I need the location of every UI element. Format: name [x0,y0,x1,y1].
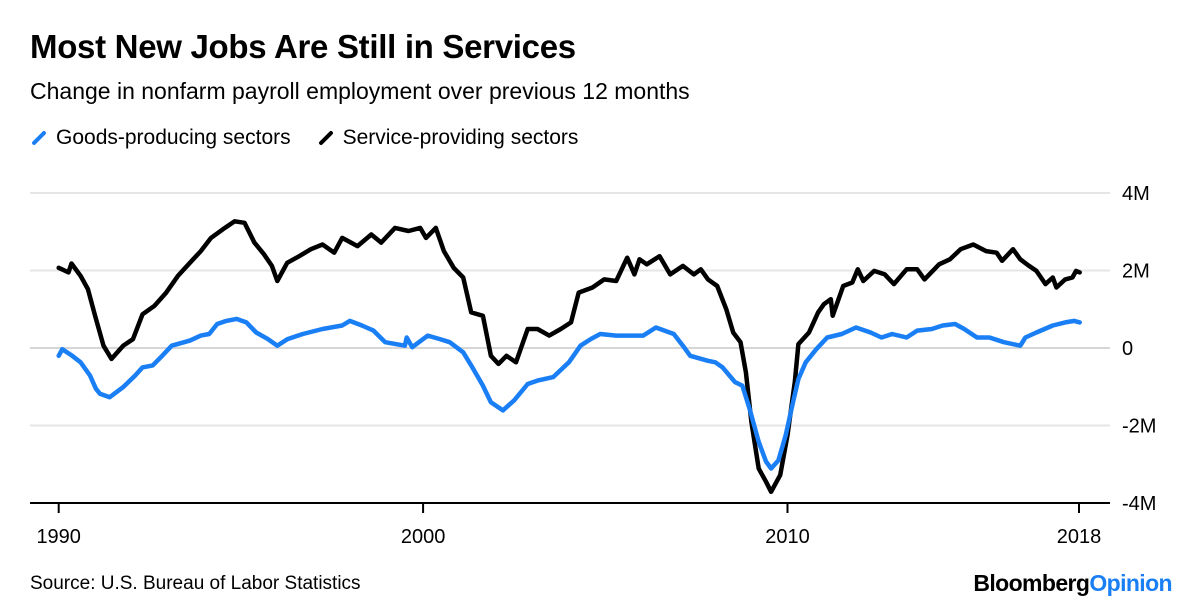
y-tick-label: 0 [1122,338,1133,360]
legend-item-goods: Goods-producing sectors [30,126,291,150]
logo-opinion: Opinion [1089,570,1172,596]
legend-label-services: Service-providing sectors [342,126,579,149]
y-tick-label: -4M [1122,493,1156,515]
goods-producing-series-line [56,316,1082,471]
legend: Goods-producing sectors Service-providin… [30,126,578,150]
y-tick-label: 4M [1122,183,1150,205]
legend-item-services: Service-providing sectors [317,126,579,150]
service-providing-series-line [56,219,1082,495]
y-tick-label: -2M [1122,416,1156,438]
x-tick-label: 2010 [765,526,810,548]
bloomberg-opinion-logo: BloombergOpinion [973,570,1172,597]
legend-label-goods: Goods-producing sectors [56,126,291,149]
chart-subtitle: Change in nonfarm payroll employment ove… [30,78,690,104]
chart-title: Most New Jobs Are Still in Services [30,28,576,65]
x-tick-label: 2018 [1057,526,1102,548]
source-note: Source: U.S. Bureau of Labor Statistics [30,573,361,594]
x-tick-label: 1990 [36,526,81,548]
y-tick-label: 2M [1122,261,1150,283]
x-tick-label: 2000 [401,526,446,548]
logo-bloomberg: Bloomberg [973,570,1090,596]
